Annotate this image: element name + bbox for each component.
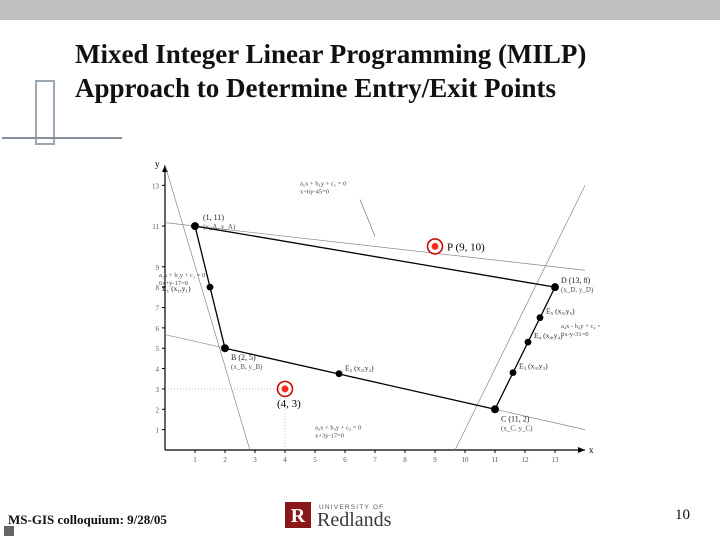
svg-text:(1, 11): (1, 11)	[203, 213, 224, 222]
svg-text:y: y	[155, 159, 160, 169]
svg-text:E₃ (x₃,y₃): E₃ (x₃,y₃)	[519, 362, 548, 371]
svg-text:7: 7	[156, 305, 160, 313]
svg-text:4: 4	[283, 456, 287, 464]
svg-text:E₂ (x₂,y₂): E₂ (x₂,y₂)	[345, 364, 374, 373]
svg-text:(x_C, y_C): (x_C, y_C)	[501, 424, 533, 432]
corner-accent	[4, 526, 14, 536]
svg-text:C (11, 2): C (11, 2)	[501, 414, 530, 423]
svg-text:1: 1	[156, 427, 160, 435]
redlands-logo: R UNIVERSITY OF Redlands	[285, 498, 465, 530]
svg-text:P (9, 10): P (9, 10)	[447, 241, 485, 253]
svg-text:13: 13	[152, 182, 160, 190]
svg-text:9: 9	[433, 456, 437, 464]
svg-text:2: 2	[156, 406, 160, 414]
svg-text:9: 9	[156, 264, 160, 272]
svg-text:8: 8	[403, 456, 407, 464]
svg-text:12: 12	[522, 456, 530, 464]
logo-name: Redlands	[317, 509, 392, 530]
svg-text:a₂x + b₂y + c₂ = 0: a₂x + b₂y + c₂ = 0	[159, 272, 205, 279]
svg-text:10: 10	[462, 456, 470, 464]
svg-text:6: 6	[343, 456, 347, 464]
svg-text:5: 5	[156, 345, 160, 353]
svg-text:B (2, 5): B (2, 5)	[231, 353, 256, 362]
svg-text:4: 4	[156, 366, 160, 374]
svg-text:x+6y-45=0: x+6y-45=0	[300, 188, 329, 195]
svg-text:3: 3	[156, 386, 160, 394]
svg-text:3x-y-31=0: 3x-y-31=0	[561, 331, 589, 338]
slide-accent-box	[35, 80, 55, 145]
svg-text:(x_A, y_A): (x_A, y_A)	[203, 223, 236, 231]
svg-text:E₄ (x₄,y₄): E₄ (x₄,y₄)	[534, 331, 563, 340]
svg-text:a₃x + b₃y + c₃ = 0: a₃x + b₃y + c₃ = 0	[315, 425, 361, 432]
milp-diagram: xy123456789101112131234567891113(1, 11)(…	[120, 155, 600, 475]
logo-mark-letter: R	[291, 505, 306, 527]
svg-text:1: 1	[193, 456, 197, 464]
svg-text:(x_B, y_B): (x_B, y_B)	[231, 363, 263, 371]
svg-text:x+3y-17=0: x+3y-17=0	[315, 433, 344, 440]
svg-text:(x_D, y_D): (x_D, y_D)	[561, 286, 594, 294]
svg-text:3: 3	[253, 456, 257, 464]
svg-text:2: 2	[223, 456, 227, 464]
slide-number: 10	[675, 507, 690, 524]
svg-text:6: 6	[156, 325, 160, 333]
slide-top-bar	[0, 0, 720, 20]
svg-text:x: x	[589, 445, 594, 455]
svg-text:(4, 3): (4, 3)	[277, 398, 301, 410]
footer-colloquium: MS-GIS colloquium: 9/28/05	[8, 512, 167, 528]
svg-text:13: 13	[552, 456, 560, 464]
svg-text:D (13, 8): D (13, 8)	[561, 276, 590, 285]
svg-text:7: 7	[373, 456, 377, 464]
svg-text:E₅ (x₅,y₅): E₅ (x₅,y₅)	[546, 307, 575, 316]
svg-text:11: 11	[492, 456, 499, 464]
page-title: Mixed Integer Linear Programming (MILP) …	[75, 38, 675, 106]
svg-text:a₄x - b₄y + c₄ = 0: a₄x - b₄y + c₄ = 0	[561, 323, 600, 330]
svg-text:11: 11	[152, 223, 159, 231]
svg-text:a₁x + b₁y + c₁ = 0: a₁x + b₁y + c₁ = 0	[300, 180, 346, 187]
svg-text:5: 5	[313, 456, 317, 464]
svg-text:6x+y-17=0: 6x+y-17=0	[159, 280, 188, 287]
